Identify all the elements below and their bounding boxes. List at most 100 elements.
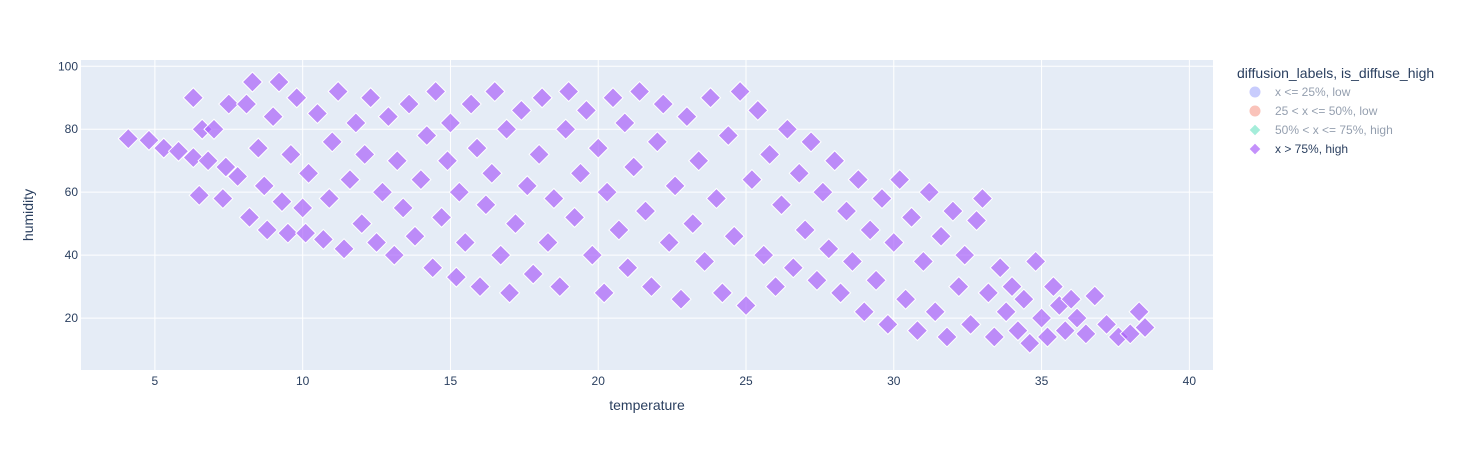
data-point[interactable] xyxy=(563,206,586,229)
data-point[interactable] xyxy=(256,219,278,241)
data-point[interactable] xyxy=(297,162,320,185)
data-point[interactable] xyxy=(306,102,329,125)
data-point[interactable] xyxy=(215,156,237,178)
data-point[interactable] xyxy=(877,313,899,336)
data-point[interactable] xyxy=(286,87,308,109)
data-point[interactable] xyxy=(484,80,506,103)
data-point[interactable] xyxy=(853,301,875,323)
data-point[interactable] xyxy=(670,288,692,310)
data-point[interactable] xyxy=(235,93,258,115)
data-point[interactable] xyxy=(581,244,604,266)
data-point[interactable] xyxy=(238,206,261,229)
data-point[interactable] xyxy=(1030,307,1053,329)
data-point[interactable] xyxy=(829,282,852,304)
data-point[interactable] xyxy=(747,99,769,122)
data-point[interactable] xyxy=(800,131,822,153)
data-point[interactable] xyxy=(416,124,438,147)
data-point[interactable] xyxy=(1024,250,1047,273)
legend-item[interactable]: x <= 25%, low xyxy=(1248,85,1351,99)
data-point[interactable] xyxy=(995,301,1017,323)
data-point[interactable] xyxy=(1066,307,1088,329)
data-point[interactable] xyxy=(693,250,716,273)
legend-item[interactable]: 25 < x <= 50%, low xyxy=(1248,104,1378,118)
data-point[interactable] xyxy=(422,257,444,279)
data-point[interactable] xyxy=(930,225,952,247)
data-point[interactable] xyxy=(888,168,911,191)
data-point[interactable] xyxy=(1042,275,1065,298)
data-point[interactable] xyxy=(1060,288,1082,310)
data-point[interactable] xyxy=(424,80,447,103)
data-point[interactable] xyxy=(971,187,994,210)
data-point[interactable] xyxy=(475,194,497,216)
data-point[interactable] xyxy=(948,275,970,298)
data-point[interactable] xyxy=(812,181,834,203)
data-point[interactable] xyxy=(359,87,382,109)
data-point[interactable] xyxy=(723,225,745,247)
data-point[interactable] xyxy=(764,275,787,298)
data-point[interactable] xyxy=(268,71,290,93)
data-point[interactable] xyxy=(333,238,355,260)
data-point[interactable] xyxy=(1007,319,1029,342)
data-point[interactable] xyxy=(498,282,521,304)
data-point[interactable] xyxy=(117,127,139,150)
data-point[interactable] xyxy=(1001,275,1023,298)
data-point[interactable] xyxy=(753,244,775,266)
data-point[interactable] xyxy=(1095,313,1118,336)
data-point[interactable] xyxy=(711,282,734,304)
data-point[interactable] xyxy=(776,118,799,140)
data-point[interactable] xyxy=(531,87,553,109)
data-point[interactable] xyxy=(658,231,680,254)
data-point[interactable] xyxy=(1084,285,1106,307)
data-point[interactable] xyxy=(841,250,864,273)
data-point[interactable] xyxy=(351,212,373,235)
data-point[interactable] xyxy=(1054,319,1076,342)
data-point[interactable] xyxy=(510,99,533,122)
data-point[interactable] xyxy=(818,238,840,260)
data-point[interactable] xyxy=(383,244,406,266)
data-point[interactable] xyxy=(596,181,618,203)
data-point[interactable] xyxy=(398,93,420,115)
data-point[interactable] xyxy=(386,150,408,172)
data-point[interactable] xyxy=(1128,301,1150,323)
data-point[interactable] xyxy=(741,168,763,191)
data-point[interactable] xyxy=(327,80,349,103)
data-point[interactable] xyxy=(445,266,468,288)
data-point[interactable] xyxy=(705,187,728,210)
data-point[interactable] xyxy=(439,112,462,134)
data-point[interactable] xyxy=(729,80,751,103)
data-point[interactable] xyxy=(321,131,343,153)
data-point[interactable] xyxy=(770,194,793,216)
data-point[interactable] xyxy=(602,87,624,109)
data-point[interactable] xyxy=(203,118,225,140)
legend-item[interactable]: 50% < x <= 75%, high xyxy=(1248,123,1393,137)
data-point[interactable] xyxy=(1019,332,1041,354)
data-point[interactable] xyxy=(894,288,917,310)
data-point[interactable] xyxy=(253,175,275,197)
data-point[interactable] xyxy=(682,212,704,235)
data-point[interactable] xyxy=(617,257,639,279)
data-point[interactable] xyxy=(1119,323,1141,345)
data-point[interactable] xyxy=(575,99,598,122)
data-point[interactable] xyxy=(688,150,710,172)
data-point[interactable] xyxy=(557,80,580,103)
data-point[interactable] xyxy=(900,206,923,229)
data-point[interactable] xyxy=(466,137,488,159)
data-point[interactable] xyxy=(652,93,674,115)
data-point[interactable] xyxy=(153,137,175,159)
data-point[interactable] xyxy=(555,118,577,140)
data-point[interactable] xyxy=(593,282,615,304)
data-point[interactable] xyxy=(182,87,205,109)
data-point[interactable] xyxy=(430,206,453,229)
data-point[interactable] xyxy=(197,150,219,172)
data-point[interactable] xyxy=(410,168,432,191)
data-point[interactable] xyxy=(983,326,1005,348)
data-point[interactable] xyxy=(883,231,905,254)
data-point[interactable] xyxy=(188,184,210,207)
data-point[interactable] xyxy=(345,112,367,134)
data-point[interactable] xyxy=(977,282,1000,304)
data-point[interactable] xyxy=(247,137,270,159)
data-point[interactable] xyxy=(918,181,940,203)
data-point[interactable] xyxy=(1134,316,1156,339)
data-point[interactable] xyxy=(504,212,527,235)
data-point[interactable] xyxy=(481,162,503,185)
